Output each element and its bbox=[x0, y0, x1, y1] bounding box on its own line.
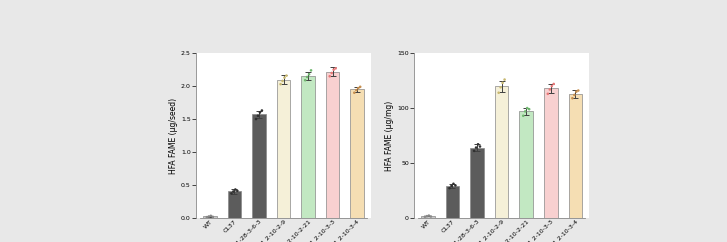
Bar bbox=[277, 80, 290, 218]
Point bbox=[499, 78, 510, 82]
Point bbox=[305, 68, 317, 72]
Bar bbox=[446, 186, 459, 218]
Point bbox=[572, 89, 584, 92]
Point bbox=[446, 184, 457, 188]
Point bbox=[201, 215, 213, 219]
Point bbox=[354, 85, 366, 89]
Point bbox=[468, 149, 480, 153]
Point bbox=[278, 76, 290, 80]
Point bbox=[207, 215, 219, 219]
Point bbox=[523, 107, 535, 111]
Point bbox=[350, 88, 362, 92]
Point bbox=[448, 182, 459, 186]
Bar bbox=[252, 114, 265, 218]
Bar bbox=[544, 88, 558, 218]
Bar bbox=[203, 217, 217, 218]
Point bbox=[566, 96, 578, 100]
Point bbox=[348, 91, 360, 95]
Point bbox=[256, 109, 268, 113]
Point bbox=[519, 109, 531, 113]
Point bbox=[569, 93, 580, 97]
Point bbox=[275, 82, 286, 86]
Point bbox=[230, 188, 241, 191]
Bar bbox=[520, 111, 533, 218]
Point bbox=[353, 86, 364, 90]
Point bbox=[205, 214, 217, 218]
Point bbox=[423, 214, 435, 218]
Point bbox=[521, 106, 533, 110]
Point bbox=[250, 117, 262, 121]
Point bbox=[231, 189, 243, 193]
Point bbox=[254, 111, 266, 114]
Point bbox=[419, 215, 431, 219]
Point bbox=[425, 215, 437, 219]
Bar bbox=[421, 216, 435, 218]
Bar bbox=[326, 72, 340, 218]
Point bbox=[203, 215, 214, 219]
Point bbox=[542, 92, 554, 96]
Point bbox=[474, 144, 486, 148]
Point bbox=[252, 114, 264, 118]
Bar bbox=[569, 94, 582, 218]
Point bbox=[544, 88, 555, 91]
Point bbox=[473, 142, 484, 146]
Point bbox=[449, 183, 461, 187]
Y-axis label: HFA FAME (μg/seed): HFA FAME (μg/seed) bbox=[169, 98, 178, 174]
Point bbox=[546, 84, 558, 88]
Point bbox=[548, 82, 560, 86]
Point bbox=[330, 67, 342, 70]
Point bbox=[421, 214, 433, 218]
Point bbox=[301, 75, 313, 79]
Point bbox=[493, 91, 505, 95]
Bar bbox=[470, 148, 483, 218]
Point bbox=[470, 146, 482, 150]
Point bbox=[277, 79, 289, 83]
Bar bbox=[495, 86, 508, 218]
Point bbox=[281, 74, 292, 77]
Point bbox=[495, 85, 507, 89]
Point bbox=[328, 68, 340, 72]
Point bbox=[443, 186, 455, 190]
Bar bbox=[228, 191, 241, 218]
Y-axis label: HFA FAME (μg/mg): HFA FAME (μg/mg) bbox=[385, 100, 395, 171]
Point bbox=[518, 114, 529, 118]
Point bbox=[497, 81, 508, 85]
Point bbox=[303, 72, 315, 76]
Point bbox=[300, 78, 311, 82]
Bar bbox=[350, 90, 364, 218]
Point bbox=[326, 71, 337, 75]
Point bbox=[225, 191, 237, 195]
Point bbox=[228, 189, 239, 193]
Point bbox=[571, 90, 582, 94]
Point bbox=[324, 74, 336, 78]
Bar bbox=[302, 76, 315, 218]
